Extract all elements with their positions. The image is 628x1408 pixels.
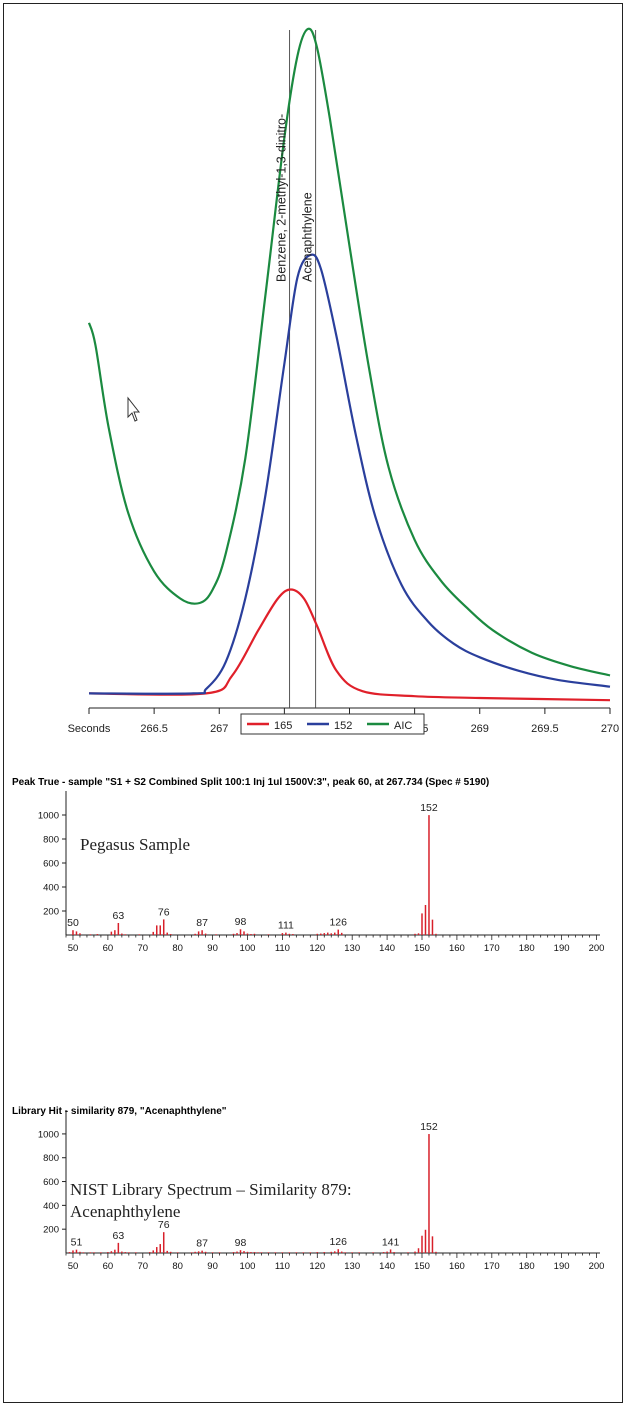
x-tick-label: 50: [68, 943, 79, 954]
x-tick-label: 140: [379, 1261, 395, 1272]
x-tick-label: 90: [207, 943, 218, 954]
peak-mz-label: 111: [278, 920, 294, 932]
peak-mz-label: 50: [67, 917, 79, 929]
x-tick-label: 160: [449, 943, 465, 954]
x-tick-label: Seconds: [68, 723, 111, 735]
x-tick-label: 200: [589, 943, 605, 954]
x-tick-label: 80: [172, 943, 183, 954]
x-tick-label: 130: [344, 1261, 360, 1272]
x-tick-label: 140: [379, 943, 395, 954]
legend-box: [240, 713, 425, 735]
spectrum-title: Peak True - sample "S1 + S2 Combined Spl…: [12, 777, 489, 788]
x-tick-label: 269.5: [531, 723, 559, 735]
x-tick-label: 70: [137, 1261, 148, 1272]
x-tick-label: 70: [137, 943, 148, 954]
x-tick-label: 170: [484, 1261, 500, 1272]
peak-mz-label: 98: [235, 1237, 247, 1249]
peak-mz-label: 76: [158, 906, 170, 918]
x-tick-label: 160: [449, 1261, 465, 1272]
peak-mz-label: 152: [420, 802, 438, 814]
series-line-aic: [87, 27, 611, 677]
peak-mz-label: 76: [158, 1219, 170, 1231]
x-tick-label: 150: [414, 943, 430, 954]
x-tick-label: 60: [103, 1261, 114, 1272]
x-tick-label: 180: [519, 943, 535, 954]
x-tick-label: 190: [554, 1261, 570, 1272]
peak-mz-label: 126: [329, 917, 347, 929]
x-tick-label: 60: [103, 943, 114, 954]
x-tick-label: 100: [240, 943, 256, 954]
peak-mz-label: 51: [71, 1237, 83, 1249]
cursor-arrow-icon: [127, 396, 141, 422]
legend-label: AIC: [394, 720, 412, 732]
peak-mz-label: 63: [113, 1230, 125, 1242]
peak-mz-label: 87: [196, 917, 208, 929]
y-tick-label: 200: [43, 1225, 59, 1236]
legend-label: 165: [274, 720, 292, 732]
x-tick-label: 267: [210, 723, 228, 735]
y-tick-label: 400: [43, 883, 59, 894]
spectrum-annotation: Acenaphthylene: [70, 1202, 180, 1221]
x-tick-label: 266.5: [140, 723, 168, 735]
y-tick-label: 600: [43, 859, 59, 870]
x-tick-label: 150: [414, 1261, 430, 1272]
peak-mz-label: 141: [382, 1236, 400, 1248]
y-tick-label: 800: [43, 1153, 59, 1164]
y-tick-label: 600: [43, 1177, 59, 1188]
y-tick-label: 1000: [38, 1129, 59, 1140]
spectrum-annotation: Pegasus Sample: [80, 835, 190, 854]
x-tick-label: 120: [309, 1261, 325, 1272]
x-tick-label: 130: [344, 943, 360, 954]
peak-mz-label: 126: [329, 1236, 347, 1248]
peak-mz-label: 152: [420, 1121, 438, 1133]
x-tick-label: 100: [240, 1261, 256, 1272]
x-tick-label: 110: [275, 943, 290, 954]
sample-spectrum-chart: Peak True - sample "S1 + S2 Combined Spl…: [12, 777, 605, 954]
peak-mz-label: 87: [196, 1238, 208, 1250]
compound-label: Acenaphthylene: [301, 192, 315, 282]
spectrum-annotation: NIST Library Spectrum – Similarity 879:: [70, 1180, 352, 1199]
y-tick-label: 1000: [38, 811, 59, 822]
x-tick-label: 190: [554, 943, 570, 954]
legend-label: 152: [334, 720, 352, 732]
compound-label: Benzene, 2-methyl-1,3-dinitro-: [275, 114, 289, 282]
x-tick-label: 90: [207, 1261, 218, 1272]
x-tick-label: 110: [275, 1261, 290, 1272]
x-tick-label: 200: [589, 1261, 605, 1272]
peak-mz-label: 98: [235, 916, 247, 928]
y-tick-label: 800: [43, 835, 59, 846]
x-tick-label: 80: [172, 1261, 183, 1272]
y-tick-label: 200: [43, 907, 59, 918]
x-tick-label: 269: [471, 723, 489, 735]
peak-mz-label: 63: [113, 910, 125, 922]
x-tick-label: 50: [68, 1261, 79, 1272]
x-tick-label: 120: [309, 943, 325, 954]
spectrum-title: Library Hit - similarity 879, "Acenaphth…: [12, 1106, 227, 1117]
figure-frame: [3, 3, 623, 1403]
library-spectrum-chart: Library Hit - similarity 879, "Acenaphth…: [12, 1106, 605, 1272]
chromatogram-chart: Seconds266.5267267.5268268.5269269.5270B…: [68, 27, 619, 735]
x-tick-label: 170: [484, 943, 500, 954]
series-line-152: [88, 253, 611, 695]
x-tick-label: 270: [601, 723, 619, 735]
x-tick-label: 180: [519, 1261, 535, 1272]
series-line-165: [88, 588, 611, 702]
y-tick-label: 400: [43, 1201, 59, 1212]
